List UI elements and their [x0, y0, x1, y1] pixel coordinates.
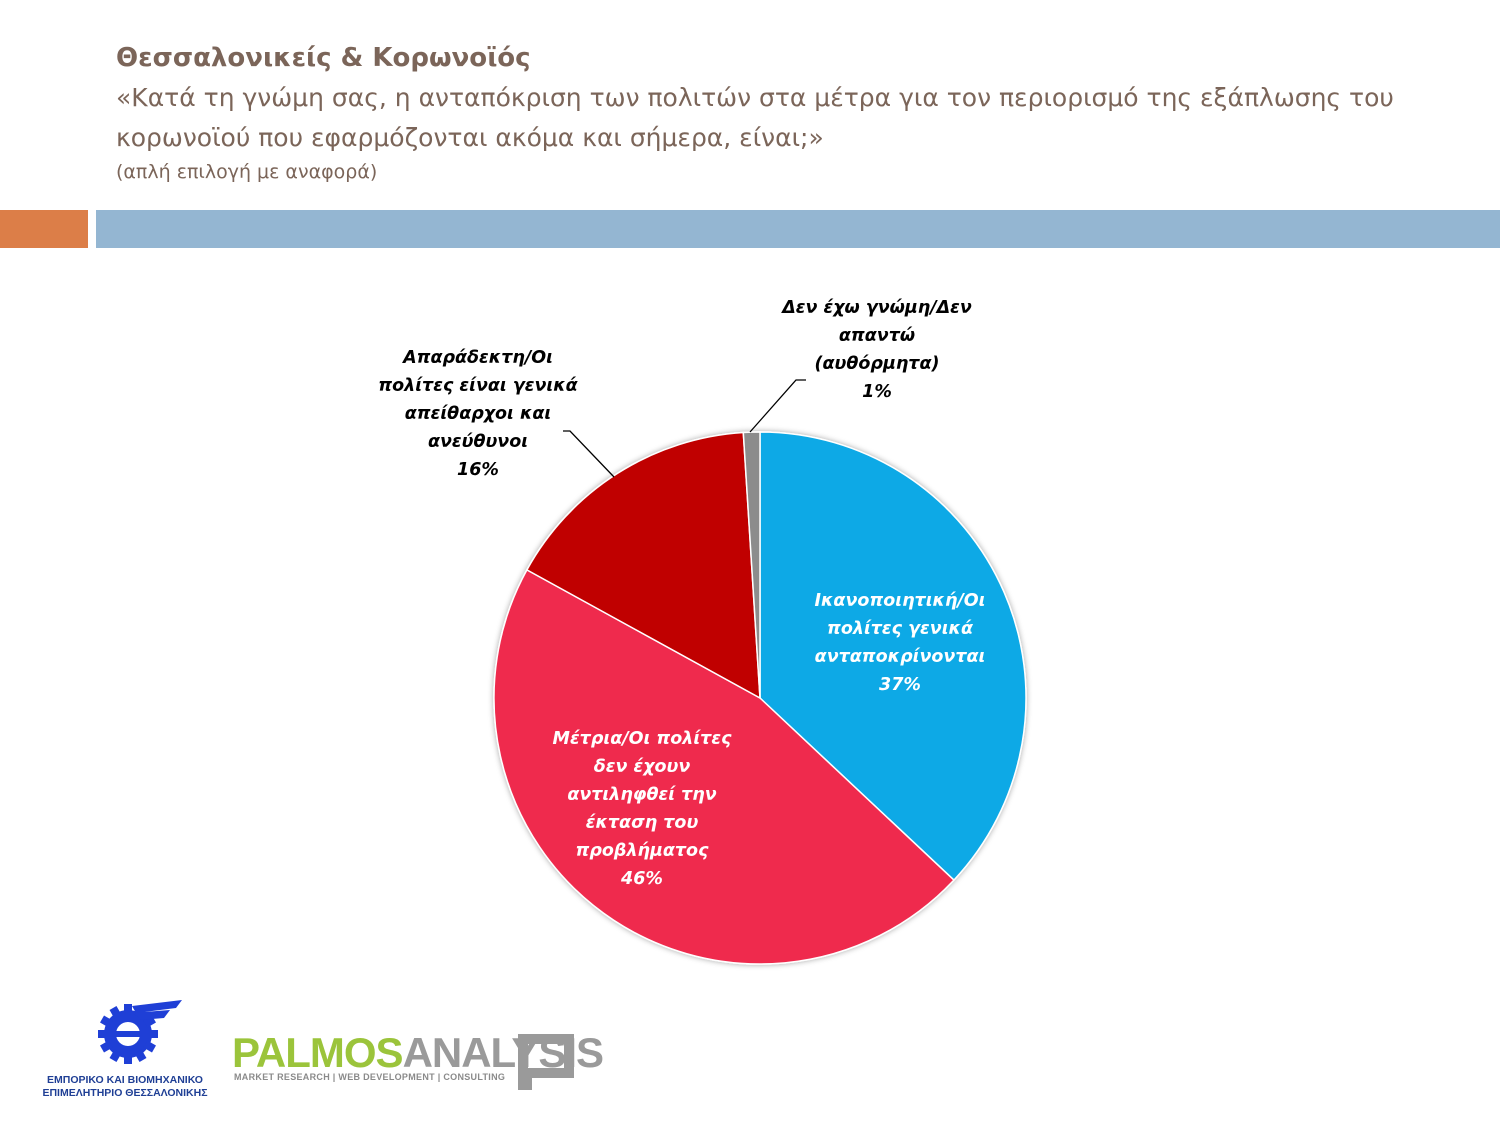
label-line: δεν έχουν — [594, 757, 691, 777]
slice-label-den-exo-gnomi: Δεν έχω γνώμη/Δεν απαντώ (αυθόρμητα) 1% — [780, 298, 972, 402]
pie-slice-metria — [493, 568, 955, 965]
label-line: Μέτρια/Οι πολίτες — [553, 729, 733, 749]
pie-slice-den-exo-gnomi — [742, 431, 761, 699]
label-line: ανταποκρίνονται — [815, 647, 986, 667]
pie-chart: Ικανοποιητική/Οι πολίτες γενικά ανταποκρίν… — [378, 298, 1027, 965]
survey-question: «Κατά τη γνώμη σας, η ανταπόκριση των πο… — [116, 83, 1394, 152]
value-label: 1% — [862, 382, 892, 402]
square-frame-icon — [518, 1034, 574, 1090]
value-label: 46% — [620, 869, 663, 889]
palmos-logo: PALMOSANALYSIS MARKET RESEARCH | WEB DEV… — [232, 1030, 604, 1090]
question-note: (απλή επιλογή με αναφορά) — [116, 161, 378, 183]
label-line: Δεν έχω γνώμη/Δεν — [780, 298, 972, 318]
ebeth-line2: ΕΠΙΜΕΛΗΤΗΡΙΟ ΘΕΣΣΑΛΟΝΙΚΗΣ — [42, 1087, 208, 1099]
label-line: προβλήματος — [576, 841, 710, 861]
label-line: (αυθόρμητα) — [815, 354, 940, 374]
label-line: Ικανοποιητική/Οι — [814, 591, 985, 611]
slide-title: Θεσσαλονικείς & Κορωνοϊός — [116, 43, 531, 73]
gear-wing-icon — [98, 1000, 182, 1064]
ebeth-logo: ΕΜΠΟΡΙΚΟ ΚΑΙ ΒΙΟΜΗΧΑΝΙΚΟ ΕΠΙΜΕΛΗΤΗΡΙΟ ΘΕ… — [20, 998, 230, 1108]
slide-header: Θεσσαλονικείς & Κορωνοϊός «Κατά τη γνώμη… — [116, 40, 1446, 186]
label-line: Απαράδεκτη/Οι — [401, 348, 553, 368]
label-line: απείθαρχοι και — [405, 404, 552, 424]
slice-label-ikanopoiitiki: Ικανοποιητική/Οι πολίτες γενικά ανταποκρίν… — [814, 591, 985, 695]
label-line: ανεύθυνοι — [428, 432, 528, 452]
ebeth-line1: ΕΜΠΟΡΙΚΟ ΚΑΙ ΒΙΟΜΗΧΑΝΙΚΟ — [47, 1074, 203, 1086]
label-line: έκταση του — [586, 813, 699, 833]
slice-label-aparadekti: Απαράδεκτη/Οι πολίτες είναι γενικά απείθαρ… — [378, 348, 578, 480]
leader-line-aparadekti — [563, 430, 615, 478]
label-line: πολίτες είναι γενικά — [378, 376, 578, 396]
palmos-tagline: MARKET RESEARCH | WEB DEVELOPMENT | CONS… — [234, 1072, 506, 1082]
label-line: πολίτες γενικά — [827, 619, 974, 639]
value-label: 37% — [879, 675, 921, 695]
leader-line-den-exo-gnomi — [749, 379, 806, 433]
pie-slice-aparadekti — [525, 431, 761, 700]
slice-label-metria: Μέτρια/Οι πολίτες δεν έχουν αντιληφθεί την… — [553, 729, 733, 889]
accent-bar-orange — [0, 210, 88, 248]
label-line: αντιληφθεί την — [567, 785, 716, 805]
value-label: 16% — [457, 460, 499, 480]
pie-slice-ikanopoiitiki — [759, 431, 1027, 882]
label-line: απαντώ — [839, 326, 915, 346]
accent-bar-blue — [96, 210, 1500, 248]
